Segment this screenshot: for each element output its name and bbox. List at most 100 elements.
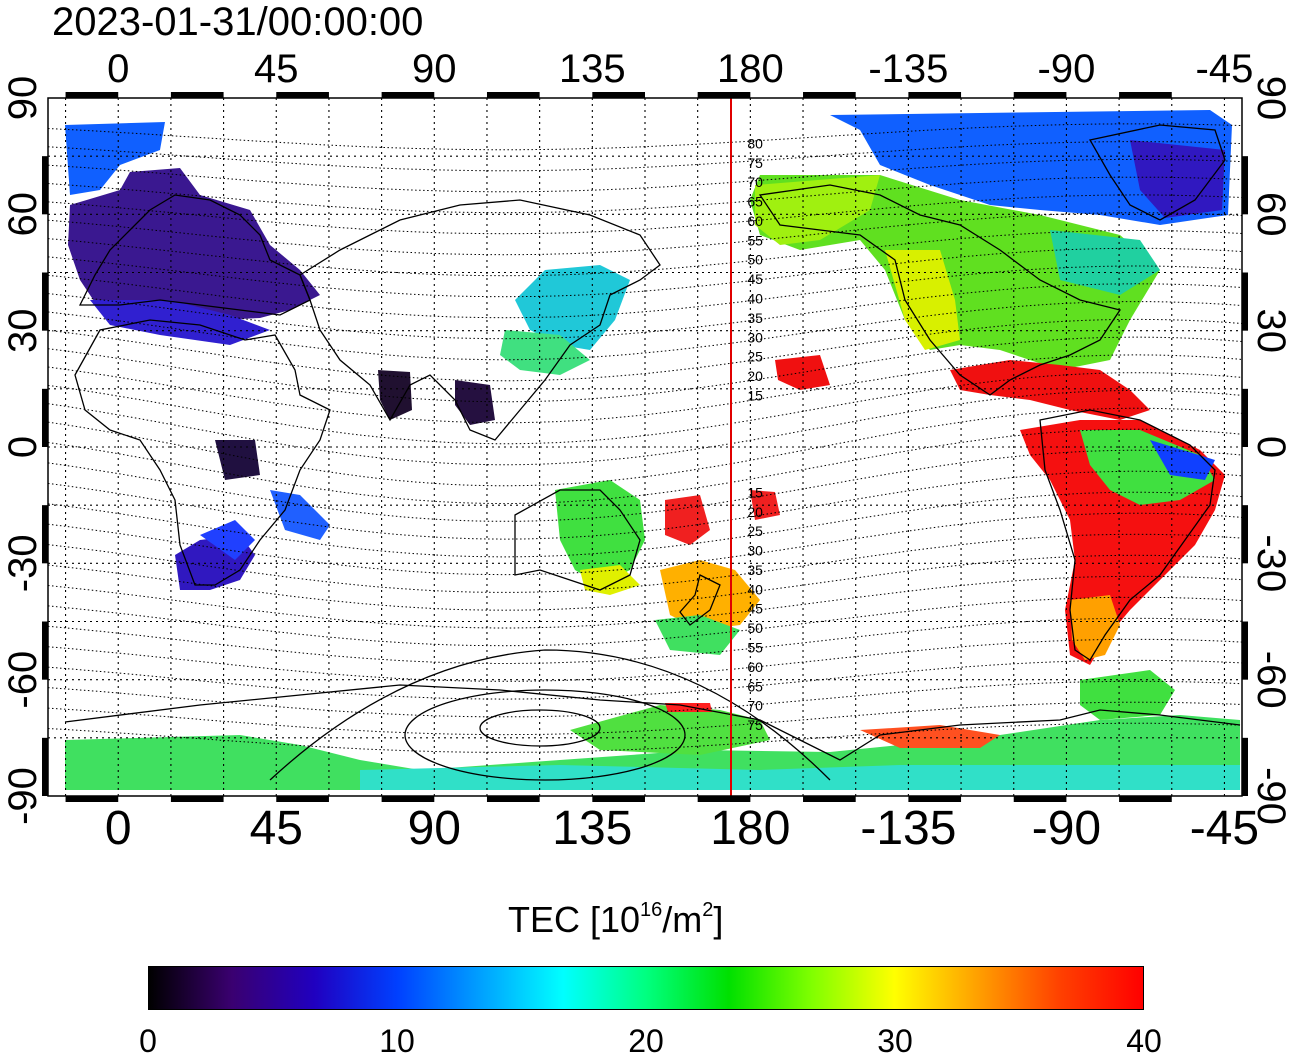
bottom-lon-label: -45: [1190, 802, 1259, 855]
mag-contour-pole-mid: [404, 689, 686, 781]
frame-bar-top: [170, 92, 224, 98]
frame-bar-top: [1119, 92, 1172, 98]
mag-contour: [48, 722, 1242, 753]
tec-patch-antarctic-west-green: [570, 705, 770, 755]
top-longitude-labels: 0 45 90 135 180 -135 -90 -45: [107, 47, 1253, 91]
tec-patch-japan: [515, 265, 630, 350]
graticule-grid: [48, 98, 1242, 796]
top-lon-label: 45: [254, 47, 299, 91]
magnetic-latitude-label: 40: [747, 581, 763, 597]
magnetic-latitude-label: 55: [747, 232, 763, 248]
bottom-lon-label: 0: [105, 802, 132, 855]
coast-africa: [74, 319, 331, 586]
bottom-lon-label: 135: [552, 802, 632, 855]
tec-patch-nz: [660, 560, 760, 630]
colorbar-tick-label: 20: [628, 1023, 664, 1059]
magnetic-latitude-label: 20: [747, 368, 763, 384]
magnetic-latitude-label: 20: [747, 504, 763, 520]
tec-patch-patagonia: [1070, 595, 1120, 660]
right-lat-label: 90: [1249, 76, 1293, 121]
mag-contour: [48, 318, 1242, 382]
tec-patch-pacific-red: [665, 495, 710, 545]
mag-contour-pole-inner: [479, 709, 601, 747]
mag-contour: [48, 617, 1242, 665]
mag-contour: [48, 596, 1242, 647]
mag-contour: [48, 176, 1242, 214]
frame-bar-bottom: [170, 796, 224, 802]
frame-bar-bottom: [65, 796, 119, 802]
bottom-lon-label: 180: [710, 802, 790, 855]
magnetic-latitude-label: 15: [747, 387, 763, 403]
left-lat-label: 0: [1, 436, 45, 458]
coast-nz: [679, 574, 721, 626]
tec-patch-nz-green: [655, 615, 740, 655]
colorbar-title: TEC [1016/m2]: [508, 899, 724, 940]
colorbar-tick-label: 40: [1126, 1023, 1162, 1059]
frame-bar-top: [65, 92, 119, 98]
mag-contour: [48, 247, 1242, 298]
frame-bar-bottom: [697, 796, 751, 802]
frame-bar-bottom: [276, 796, 329, 802]
tec-patch-india: [378, 370, 412, 420]
right-lat-label: 30: [1249, 308, 1293, 353]
left-lat-label: 30: [1, 308, 45, 353]
frame-bar-bottom: [1013, 796, 1067, 802]
tec-patch-africa-south-mid: [200, 520, 255, 560]
top-lon-label: 0: [107, 47, 129, 91]
tec-patch-arctic-europe: [65, 122, 165, 195]
tec-patch-antarctic-red: [860, 725, 1000, 748]
frame-tick-bars: [42, 92, 1248, 802]
top-lon-label: 180: [717, 47, 784, 91]
coast-antarctica: [64, 684, 1241, 761]
right-latitude-labels: 90 60 30 0 -30 -60 -90: [1249, 76, 1293, 825]
frame-bar-left: [42, 156, 48, 215]
tec-patch-greenland: [830, 110, 1232, 225]
left-lat-label: -30: [1, 534, 45, 592]
frame-bar-top: [1013, 92, 1067, 98]
left-lat-label: -60: [1, 651, 45, 709]
coast-australia: [514, 489, 641, 591]
magnetic-latitude-label: 50: [747, 620, 763, 636]
right-lat-label: -60: [1249, 651, 1293, 709]
left-latitude-labels: 90 60 30 0 -30 -60 -90: [1, 76, 45, 825]
top-lon-label: -135: [868, 47, 948, 91]
mag-contour: [48, 141, 1242, 172]
frame-bar-top: [592, 92, 645, 98]
mag-contour: [48, 428, 1242, 505]
mag-contour: [48, 470, 1242, 540]
coast-europe: [78, 194, 311, 316]
tec-patch-europe: [68, 168, 320, 330]
magnetic-latitude-label: 45: [747, 271, 763, 287]
colorbar-tick-label: 30: [877, 1023, 913, 1059]
coast-asia: [299, 199, 661, 441]
top-lon-label: 135: [559, 47, 626, 91]
tec-patch-canada-east: [1050, 230, 1160, 295]
magnetic-latitude-label: 35: [747, 562, 763, 578]
mag-contour: [48, 512, 1242, 576]
tec-patch-alaska: [755, 175, 880, 245]
tec-patch-brazil-ne: [1150, 440, 1215, 480]
mag-contour: [48, 372, 1242, 445]
timestamp-title: 2023-01-31/00:00:00: [52, 0, 424, 44]
tec-patch-east-china: [500, 330, 590, 375]
colorbar-tick-label: 0: [139, 1023, 157, 1059]
magnetic-latitude-label: 50: [747, 252, 763, 268]
magnetic-latitude-labels: 80 75 70 65 60 55 50 45 40 35 30 25 20 15 15 20 25 30 35 40…: [747, 135, 763, 733]
frame-bar-top: [697, 92, 751, 98]
frame-bar-bottom: [381, 796, 435, 802]
frame-bar-top: [381, 92, 435, 98]
bottom-lon-label: -90: [1032, 802, 1101, 855]
right-lat-label: -90: [1249, 767, 1293, 825]
magnetic-latitude-label: 70: [747, 698, 763, 714]
magnetic-latitude-label: 80: [747, 135, 763, 151]
tec-patch-amazon: [1080, 430, 1215, 505]
mag-contour-pole-outer: [269, 649, 831, 781]
magnetic-latitude-label: 60: [747, 659, 763, 675]
frame-bar-left: [42, 737, 48, 796]
frame-bar-left: [42, 505, 48, 564]
bottom-longitude-labels: 0 45 90 135 180 -135 -90 -45: [105, 802, 1259, 855]
magnetic-latitude-label: 15: [747, 484, 763, 500]
frame-bar-right: [1242, 505, 1248, 564]
frame-bar-top: [276, 92, 329, 98]
magnetic-latitude-label: 30: [747, 329, 763, 345]
